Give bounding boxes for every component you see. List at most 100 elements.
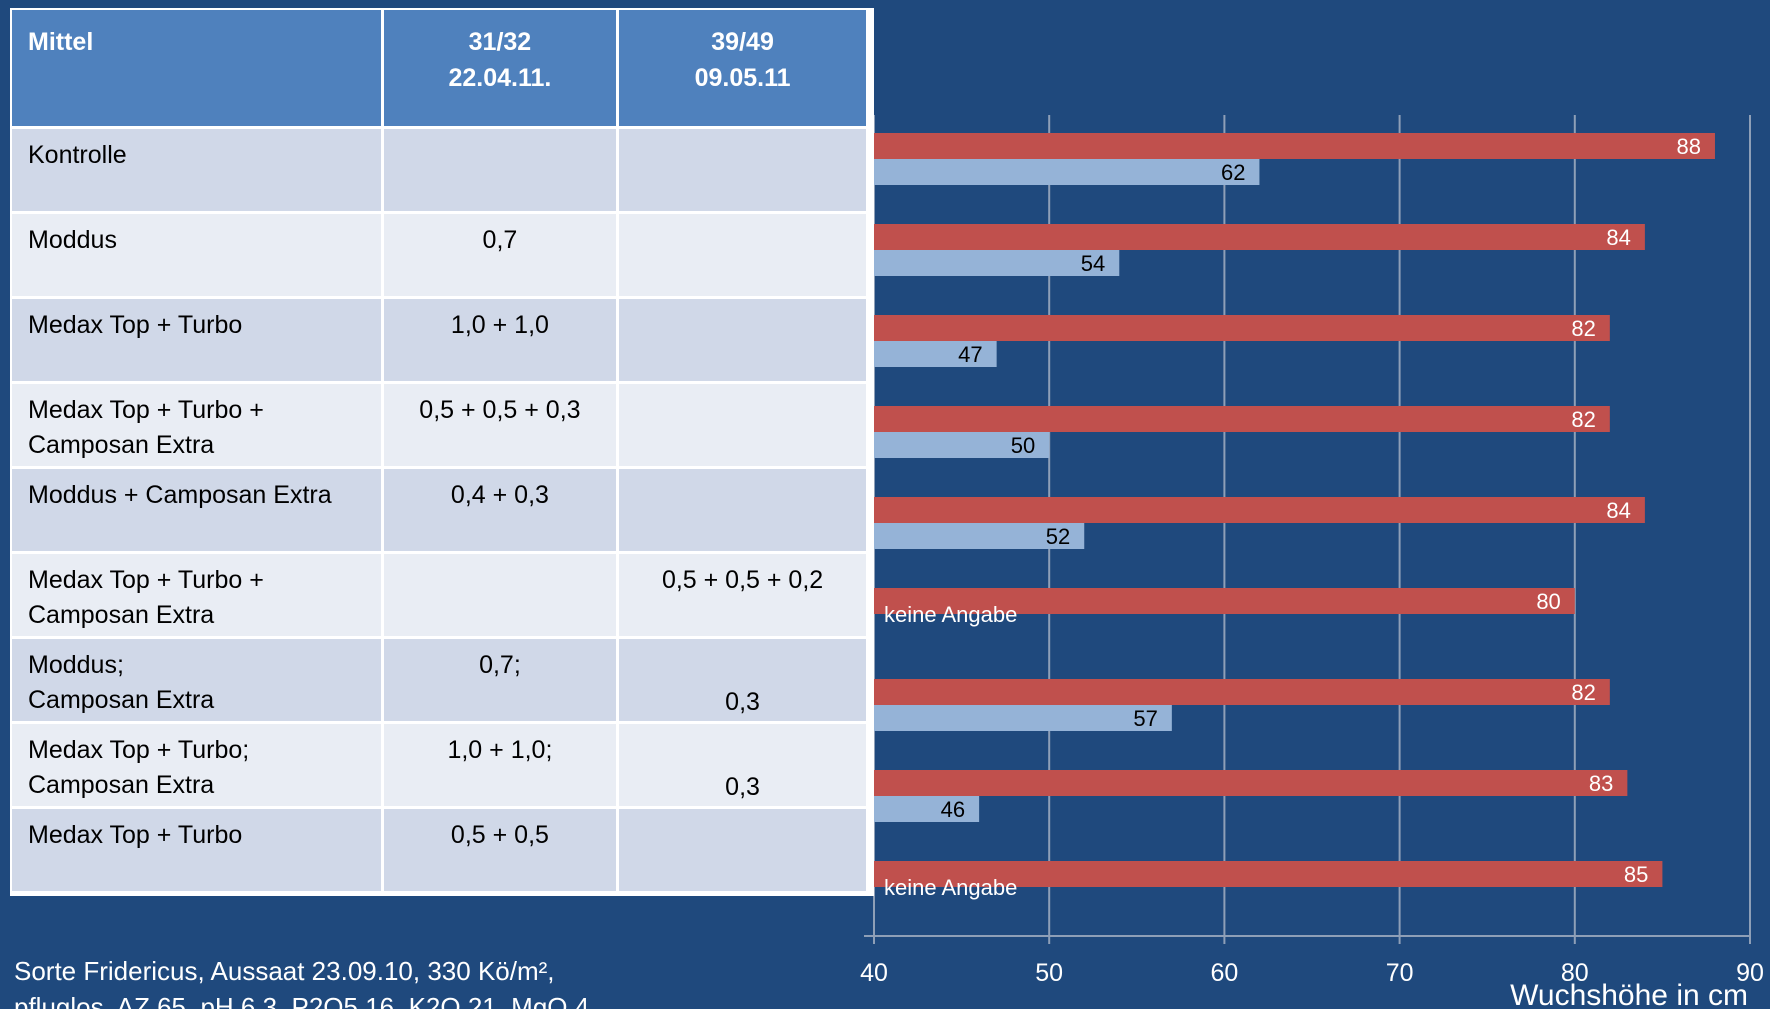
bar-red <box>874 588 1575 614</box>
dose-31-32: 0,7 <box>383 214 617 296</box>
column-header-line: 09.05.11 <box>694 64 791 92</box>
treatment-name-line: Kontrolle <box>28 141 127 169</box>
footnote-line: Sorte Fridericus, Aussaat 23.09.10, 330 … <box>14 956 555 986</box>
bar-blue <box>874 159 1260 185</box>
bar-blue <box>874 523 1085 549</box>
data-label-red: 82 <box>1571 407 1595 432</box>
treatment-name-line: Medax Top + Turbo <box>28 311 243 339</box>
treatment-name-line: Medax Top + Turbo; <box>28 736 250 764</box>
data-label-blue: 46 <box>941 797 965 822</box>
bar-red <box>874 861 1663 887</box>
data-label-red: 82 <box>1571 316 1595 341</box>
dose-31-32: 1,0 + 1,0 <box>383 299 617 381</box>
treatment-name-line: Camposan Extra <box>28 686 215 714</box>
column-header: 31/32 22.04.11. <box>383 10 617 126</box>
treatment-name-line: Moddus <box>28 226 117 254</box>
dose-value: 0,7 <box>482 226 518 254</box>
dose-39-49 <box>619 469 866 551</box>
x-tick-label: 70 <box>1386 959 1414 987</box>
missing-value-label: keine Angabe <box>884 875 1017 900</box>
data-label-blue: 57 <box>1133 706 1157 731</box>
dose-value: 0,5 + 0,5 + 0,3 <box>419 396 581 424</box>
data-label-red: 88 <box>1676 134 1700 159</box>
dose-value: 0,3 <box>725 773 760 801</box>
bar-blue <box>874 796 980 822</box>
data-label-red: 85 <box>1624 862 1648 887</box>
treatment-name-line: Medax Top + Turbo + <box>28 566 264 594</box>
dose-39-49: 0,3 <box>619 639 866 721</box>
column-header-line: Mittel <box>28 28 94 56</box>
data-label-blue: 47 <box>958 342 982 367</box>
table-row: Medax Top + Turbo + Camposan Extra 0,5 + 0… <box>12 384 866 466</box>
data-label-red: 83 <box>1589 771 1613 796</box>
footnote-line: pfluglos, AZ 65, pH 6,3, P2O5 16, K2O 21… <box>14 992 590 1009</box>
dose-39-49 <box>619 299 866 381</box>
dose-39-49: 0,3 <box>619 724 866 806</box>
bar-blue <box>874 341 997 367</box>
table-body: Kontrolle Moddus 0,7 Medax Top + Turbo 1,0 +… <box>12 129 866 891</box>
treatment-name-line: Medax Top + Turbo <box>28 821 243 849</box>
table-row: Moddus + Camposan Extra 0,4 + 0,3 <box>12 469 866 551</box>
table-row: Medax Top + Turbo; Camposan Extra 1,0 + 1,… <box>12 724 866 806</box>
dose-39-49: 0,5 + 0,5 + 0,2 <box>619 554 866 636</box>
footnote: Sorte Fridericus, Aussaat 23.09.10, 330 … <box>14 953 854 1009</box>
dose-39-49 <box>619 384 866 466</box>
dose-value: 0,5 + 0,5 <box>450 821 549 849</box>
treatment-name: Moddus; Camposan Extra <box>12 639 381 721</box>
bar-red <box>874 497 1645 523</box>
dose-39-49 <box>619 214 866 296</box>
table-row: Medax Top + Turbo + Camposan Extra 0,5 + 0… <box>12 554 866 636</box>
treatment-name-line: Medax Top + Turbo + <box>28 396 264 424</box>
bar-red <box>874 770 1628 796</box>
dose-39-49 <box>619 129 866 211</box>
dose-31-32: 0,5 + 0,5 + 0,3 <box>383 384 617 466</box>
treatment-name-line: Camposan Extra <box>28 601 215 629</box>
bar-red <box>874 315 1610 341</box>
bar-red <box>874 679 1610 705</box>
x-tick-label: 90 <box>1736 959 1764 987</box>
dose-value: 1,0 + 1,0 <box>450 311 549 339</box>
dose-value: 0,4 + 0,3 <box>450 481 549 509</box>
x-tick-label: 40 <box>860 959 888 987</box>
treatment-name-line: Camposan Extra <box>28 431 215 459</box>
column-header-line: 31/32 <box>468 28 532 56</box>
bar-red <box>874 406 1610 432</box>
data-label-red: 84 <box>1606 225 1630 250</box>
treatment-name-line: Moddus + Camposan Extra <box>28 481 332 509</box>
treatment-name: Kontrolle <box>12 129 381 211</box>
bar-red <box>874 224 1645 250</box>
x-axis-title: Wuchshöhe in cm <box>1510 979 1748 1009</box>
treatment-name: Medax Top + Turbo; Camposan Extra <box>12 724 381 806</box>
table-row: Moddus; Camposan Extra 0,7; 0,3 <box>12 639 866 721</box>
bar-blue <box>874 432 1050 458</box>
treatment-name: Medax Top + Turbo + Camposan Extra <box>12 554 381 636</box>
table-row: Kontrolle <box>12 129 866 211</box>
x-tick-label: 50 <box>1035 959 1063 987</box>
bar-red <box>874 133 1715 159</box>
column-header: 39/49 09.05.11 <box>619 10 866 126</box>
dose-31-32 <box>383 554 617 636</box>
x-tick-label: 60 <box>1210 959 1238 987</box>
treatment-name: Moddus <box>12 214 381 296</box>
bar-blue <box>874 705 1172 731</box>
table-row: Medax Top + Turbo 0,5 + 0,5 <box>12 809 866 891</box>
dose-31-32: 1,0 + 1,0; <box>383 724 617 806</box>
dose-value: 0,3 <box>725 688 760 716</box>
data-label-blue: 54 <box>1081 251 1105 276</box>
dose-39-49 <box>619 809 866 891</box>
table-row: Medax Top + Turbo 1,0 + 1,0 <box>12 299 866 381</box>
x-tick-label: 80 <box>1561 959 1589 987</box>
table-row: Moddus 0,7 <box>12 214 866 296</box>
treatment-name-line: Camposan Extra <box>28 771 215 799</box>
dose-value: 0,7; <box>479 651 521 679</box>
column-header-line: 39/49 <box>711 28 774 56</box>
column-header: Mittel <box>12 10 381 126</box>
dose-31-32: 0,7; <box>383 639 617 721</box>
dose-31-32 <box>383 129 617 211</box>
treatment-table: Mittel 31/32 22.04.11. 39/49 09.05.11 Kontro… <box>10 8 874 896</box>
data-label-blue: 50 <box>1011 433 1035 458</box>
data-label-red: 82 <box>1571 680 1595 705</box>
treatment-name: Moddus + Camposan Extra <box>12 469 381 551</box>
missing-value-label: keine Angabe <box>884 602 1017 627</box>
